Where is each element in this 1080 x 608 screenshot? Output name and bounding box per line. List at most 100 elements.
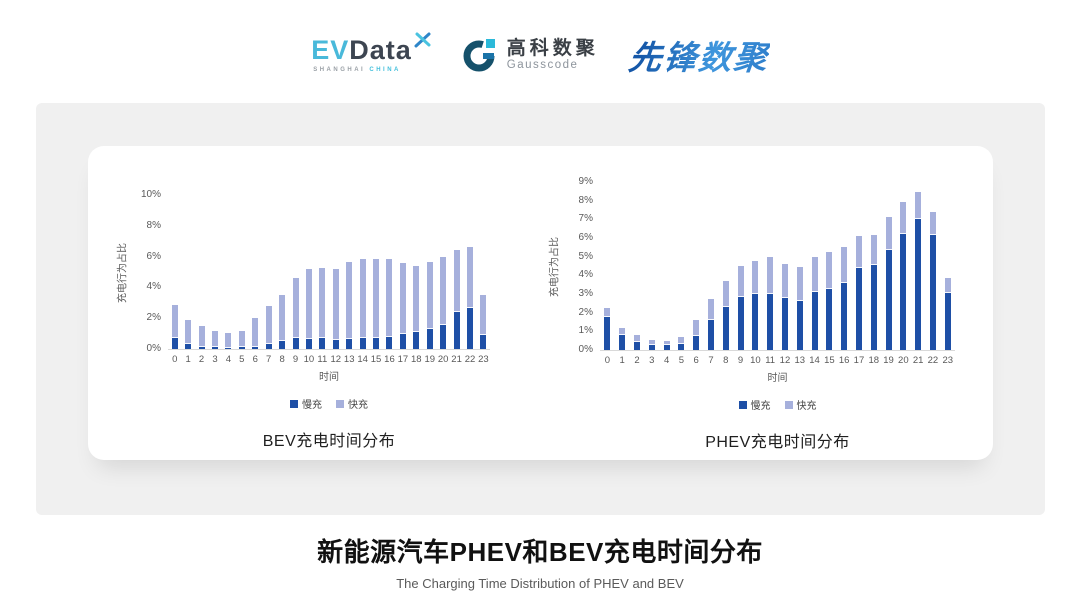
stacked-bar-hour-17 [855,183,862,350]
subtitle-en: The Charging Time Distribution of PHEV a… [396,576,684,591]
footer: 新能源汽车PHEV和BEV充电时间分布 The Charging Time Di… [0,532,1080,591]
stacked-bar-hour-15 [373,196,380,349]
slow-charge-segment [885,249,892,350]
bar-slot [644,183,659,350]
slow-charge-segment [737,297,744,350]
evdata-subtitle: SHANGHAI CHINA [313,67,401,73]
x-tick-label: 23 [478,354,489,365]
pioneer-wordmark: 先锋数聚 [626,31,771,79]
stacked-bar-hour-23 [944,183,951,350]
bev-chart: 充电行为占比 0% 2% 4% 6% 8% 10% 0 1 2 3 4 5 6 7 8 9 10 11 12 13 1… [112,146,490,460]
fast-charge-segment [185,319,192,344]
phev-chart: 充电行为占比 0% 1% 2% 3% 4% 5% 6% 7% 8% 9% 0 1 2 3 4 5 6 7 8 9 10… [544,146,955,460]
stacked-bar-hour-17 [399,196,406,349]
y-tick-label: 0% [578,344,593,355]
phev-plot-area [600,183,955,351]
fast-charge-segment [870,234,877,265]
stacked-bar-hour-16 [841,183,848,350]
slow-charge-segment [767,294,774,350]
y-tick-label: 6% [146,250,161,262]
charts-card: 充电行为占比 0% 2% 4% 6% 8% 10% 0 1 2 3 4 5 6 7 8 9 10 11 12 13 1… [88,146,993,460]
slow-charge-segment [944,293,951,350]
slow-charge-segment [279,341,286,349]
fast-charge-segment [633,335,640,342]
gausscode-text: 高科数聚 Gausscode [507,39,599,71]
fast-charge-segment [386,258,393,337]
bar-slot [822,183,837,350]
bar-slot [689,183,704,350]
slow-charge-segment [722,307,729,350]
evdata-logo: EV Data SHANGHAI CHINA [311,32,433,73]
slow-charge-segment [752,294,759,350]
y-tick-label: 1% [578,325,593,337]
fast-charge-segment [915,192,922,220]
x-tick-label: 19 [424,354,436,365]
stacked-bar-hour-12 [781,183,788,350]
slow-charge-segment [332,339,339,349]
slow-charge-segment [426,329,433,349]
bar-slot [235,196,248,349]
x-axis-title: 时间 [767,373,788,384]
x-tick-label: 8 [723,355,729,366]
x-tick-label: 4 [663,355,670,366]
x-tick-label: 1 [619,355,625,366]
slow-charge-segment [663,345,670,350]
stacked-bar-hour-14 [359,196,366,349]
bar-slot [763,183,778,350]
slow-charge-segment [870,264,877,350]
slow-charge-segment [929,234,936,350]
bar-slot [356,196,369,349]
slow-charge-segment [265,343,272,349]
slow-charge-segment [796,300,803,350]
y-tick-label: 3% [578,288,593,300]
slow-charge-segment [185,343,192,349]
slow-charge-segment [707,320,714,350]
bar-slot [289,196,302,349]
x-tick-label: 12 [330,354,342,365]
bev-x-axis-ticks: 0 1 2 3 4 5 6 7 8 9 10 11 12 13 14 15 16 17 18 19 20 21 22 23 [168,354,490,365]
stacked-bar-hour-6 [252,196,259,349]
x-tick-label: 9 [737,355,744,366]
phev-chart-title: PHEV充电时间分布 [705,434,850,451]
slow-charge-segment [399,333,406,349]
fast-charge-segment [292,277,299,339]
evdata-data-text: Data [349,35,412,65]
x-tick-label: 20 [437,354,449,365]
x-tick-label: 0 [172,354,178,365]
y-tick-label: 10% [140,189,161,200]
x-tick-label: 5 [678,355,685,366]
bar-slot [383,196,396,349]
phev-y-axis-title-col: 充电行为占比 [544,183,562,351]
x-tick-label: 10 [750,355,761,366]
y-tick-label: 7% [578,213,593,225]
fast-charge-segment [252,318,259,347]
x-tick-label: 18 [411,354,422,365]
stacked-bar-hour-8 [279,196,286,349]
stacked-bar-hour-15 [826,183,833,350]
slow-charge-segment [855,268,862,350]
fast-charge-segment [346,261,353,340]
fast-charge-segment [811,257,818,293]
phev-plot-row: 充电行为占比 0% 1% 2% 3% 4% 5% 6% 7% 8% 9% [544,177,955,355]
bar-slot [659,183,674,350]
x-tick-label: 10 [303,354,315,365]
fast-charge-segment [707,298,714,321]
x-tick-label: 13 [343,354,355,365]
bar-slot [718,183,733,350]
fast-charge-segment [238,331,245,348]
fast-charge-segment [319,267,326,339]
bar-slot [262,196,275,349]
x-tick-label: 22 [464,354,476,365]
y-axis-title: 充电行为占比 [549,237,561,297]
legend-label-slow: 慢充 [750,401,771,412]
y-tick-label: 2% [146,312,161,324]
fast-charge-segment [929,211,936,235]
fast-charge-segment [604,308,611,317]
y-tick-label: 2% [578,306,593,318]
bar-slot [792,183,807,350]
y-tick-label: 9% [578,176,593,187]
x-tick-label: 21 [912,355,924,366]
slow-charge-segment [198,346,205,349]
stacked-bar-hour-10 [752,183,759,350]
bar-slot [807,183,822,350]
